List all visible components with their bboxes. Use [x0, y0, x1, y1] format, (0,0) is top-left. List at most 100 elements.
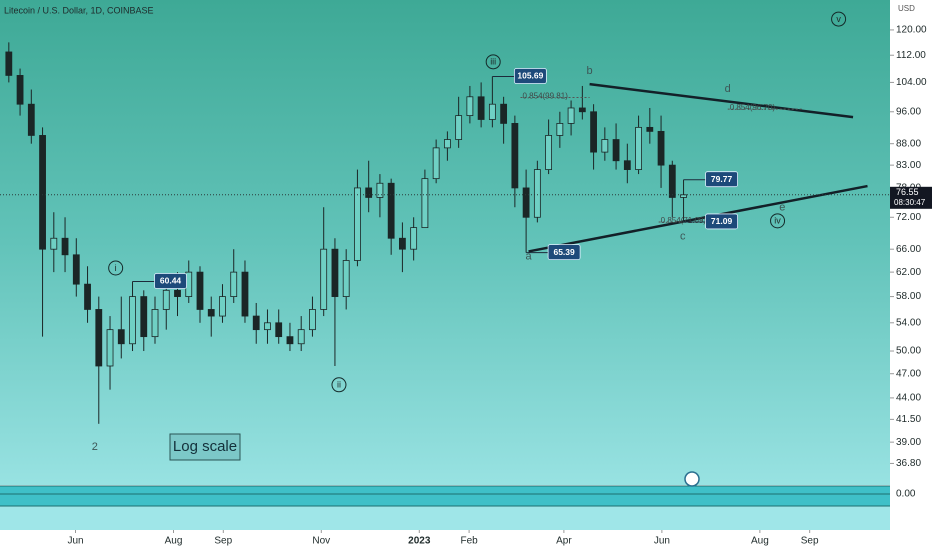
candle-body [297, 329, 305, 345]
wave-label: a [525, 250, 532, 262]
wave-circle [108, 260, 124, 276]
y-tick-label: 83.00 [896, 160, 921, 171]
note-box [169, 433, 241, 461]
candle-body [230, 271, 238, 297]
candle-body [50, 237, 58, 250]
indicator-pane [0, 506, 890, 530]
y-tick-label: 36.80 [896, 458, 921, 469]
y-tick-label: 54.00 [896, 317, 921, 328]
candle-body [95, 309, 103, 367]
x-tick-label: Sep [214, 536, 232, 547]
candle-body [387, 182, 395, 239]
candle-body [365, 187, 373, 198]
wave-label: d [725, 83, 731, 95]
y-tick-label: 50.00 [896, 346, 921, 357]
wave-circle [485, 54, 501, 70]
candle-body [556, 123, 564, 136]
wave-label: c [680, 231, 686, 243]
wave-label: b [587, 65, 593, 77]
y-tick-label: 44.00 [896, 393, 921, 404]
chart-title: Litecoin / U.S. Dollar, 1D, COINBASE [4, 5, 154, 15]
candle-body [477, 96, 485, 120]
x-tick-label: Jun [67, 536, 83, 547]
event-icon[interactable] [684, 471, 700, 487]
price-box [705, 213, 738, 230]
candle-body [635, 126, 642, 170]
candle-body [174, 289, 181, 297]
last-price-badge [890, 186, 932, 209]
x-tick-label: Sep [801, 536, 819, 547]
candle-body [522, 187, 530, 218]
candle-body [432, 147, 440, 180]
candle-body [106, 329, 114, 367]
candle-body [511, 123, 519, 189]
candle-body [578, 107, 586, 113]
fib-label: 0.854(96.70) [730, 103, 776, 112]
candle-body [16, 75, 24, 105]
candle-body [252, 315, 260, 331]
last-price: 76.55 [896, 187, 919, 197]
candle-body [354, 187, 361, 261]
price-label: 71.09 [711, 216, 733, 226]
y-tick-label: 58.00 [896, 291, 921, 302]
candle-body [455, 115, 463, 140]
candle-body [84, 283, 91, 310]
candle-body [376, 182, 384, 198]
candle-body [309, 309, 316, 331]
candle-body [151, 309, 159, 338]
candle-body [567, 107, 575, 124]
indicator-tick-label: 0.00 [896, 489, 916, 500]
x-tick-label: Apr [556, 536, 572, 547]
y-tick-label: 72.00 [896, 212, 921, 223]
candle-body [590, 111, 597, 153]
indicator-band [0, 486, 890, 506]
wave-circle [770, 213, 786, 229]
y-tick-label: 120.00 [896, 25, 927, 36]
candle-body [331, 248, 339, 297]
candle-body [264, 322, 271, 331]
candle-body [129, 296, 136, 345]
y-tick-label: 39.00 [896, 437, 921, 448]
main-pane [0, 0, 890, 485]
candle-body [646, 126, 654, 132]
fib-label: 0.854(71.09) [661, 216, 707, 225]
candle-body [443, 139, 451, 149]
note: Log scale [173, 438, 237, 455]
x-tick-label: Aug [751, 536, 769, 547]
candle-body [275, 322, 283, 338]
candle-body [5, 51, 13, 76]
candle-body [410, 227, 418, 250]
wave-label: i [115, 263, 117, 273]
candle-body [466, 96, 474, 117]
candle-body [241, 271, 249, 317]
candle-body [117, 329, 125, 345]
candle-body [601, 139, 609, 153]
trend-line [528, 184, 868, 253]
wave-label: 2 [92, 441, 98, 453]
candle-body [286, 336, 294, 345]
x-tick-label: Aug [165, 536, 183, 547]
wave-label: v [836, 14, 841, 24]
candle-body [399, 237, 406, 250]
wave-label: ii [337, 380, 341, 390]
candle-body [27, 103, 35, 136]
x-tick-label: Jun [654, 536, 670, 547]
candle-body [39, 135, 46, 250]
candle-body [72, 254, 80, 285]
x-tick-label: Nov [312, 536, 330, 547]
y-tick-label: 112.00 [896, 50, 926, 61]
candle-body [545, 135, 553, 170]
candle-body [207, 309, 215, 317]
candle-body [61, 237, 69, 256]
price-box [547, 244, 581, 260]
price-label: 65.39 [553, 247, 575, 257]
plot-layer: 0.854(99.81)0.854(96.70)0.854(71.09)iiii… [0, 11, 890, 495]
candle-body [196, 271, 204, 310]
wave-circle [331, 377, 347, 393]
y-tick-label: 62.00 [896, 267, 921, 278]
y-tick-label: 88.00 [896, 138, 921, 149]
candle-body [500, 103, 508, 124]
candle-body [140, 296, 148, 338]
y-tick-label: 104.00 [896, 77, 927, 88]
